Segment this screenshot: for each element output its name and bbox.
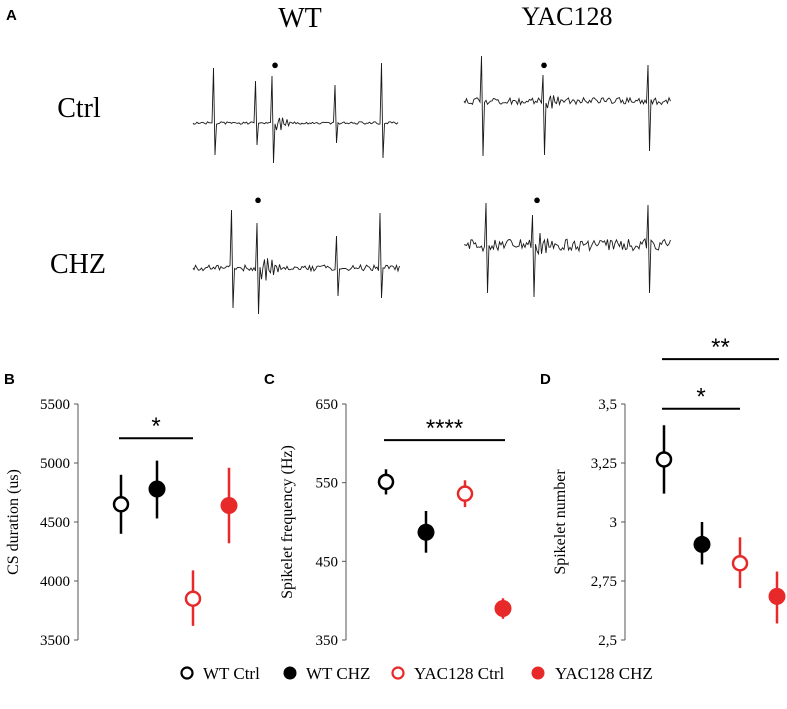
complex-spike-marker-yac128-ctrl: ● — [540, 57, 548, 72]
chart-spikelet-frequency: 350 450 550 650 Spikelet frequency (Hz) **** — [279, 397, 512, 649]
y-tick-label: 3 — [610, 515, 618, 531]
data-point-open-red — [731, 555, 749, 572]
y-tick-label: 4500 — [40, 515, 70, 531]
row-label-ctrl: Ctrl — [57, 93, 101, 124]
data-point-open-red — [184, 590, 202, 607]
chart-cs-duration: 3500 4000 4500 5000 5500 CS duration (us) * — [5, 397, 238, 649]
y-axis-label: Spikelet frequency (Hz) — [279, 445, 296, 599]
y-tick-label: 2,5 — [598, 633, 617, 649]
data-point-filled-black — [417, 523, 435, 541]
complex-spike-marker-yac128-chz: ● — [533, 192, 541, 207]
legend-marker-yac128-chz — [531, 666, 545, 680]
panel-c-letter: C — [264, 371, 275, 388]
legend-label-wt-chz: WT CHZ — [306, 664, 370, 683]
complex-spike-marker-wt-chz: ● — [254, 192, 262, 207]
y-tick-label: 350 — [316, 633, 339, 649]
data-point-open-black — [377, 473, 395, 491]
panel-b-letter: B — [4, 371, 15, 388]
y-tick-label: 650 — [316, 397, 339, 413]
legend-marker-wt-ctrl — [180, 666, 194, 680]
legend-marker-wt-chz — [283, 666, 297, 680]
y-tick-label: 3,5 — [598, 397, 617, 413]
y-tick-label: 450 — [316, 554, 339, 570]
legend-label-wt-ctrl: WT Ctrl — [203, 664, 260, 683]
trace-wt-chz — [192, 209, 400, 315]
significance-label: * — [696, 384, 705, 411]
significance-label: **** — [426, 415, 463, 442]
y-tick-label: 2,75 — [591, 574, 617, 590]
column-header-yac128: YAC128 — [521, 2, 612, 31]
data-point-filled-red — [220, 496, 238, 514]
trace-yac128-chz — [463, 202, 671, 298]
legend-label-yac128-ctrl: YAC128 Ctrl — [414, 664, 504, 683]
y-tick-label: 4000 — [40, 574, 70, 590]
row-label-chz: CHZ — [50, 249, 106, 280]
data-point-open-black — [655, 451, 673, 468]
y-tick-label: 5000 — [40, 456, 70, 472]
data-point-open-red — [456, 485, 474, 502]
legend-label-yac128-chz: YAC128 CHZ — [555, 664, 653, 683]
data-point-filled-red — [768, 587, 786, 605]
legend: WT Ctrl WT CHZ YAC128 Ctrl YAC128 CHZ — [180, 664, 653, 683]
panel-d-letter: D — [540, 371, 551, 388]
trace-yac128-ctrl — [463, 55, 671, 157]
y-tick-label: 5500 — [40, 397, 70, 413]
trace-wt-ctrl — [192, 62, 399, 164]
data-point-open-black — [112, 496, 130, 513]
significance-label: ** — [711, 334, 730, 361]
y-tick-label: 3,25 — [591, 456, 617, 472]
data-point-filled-black — [148, 480, 166, 498]
complex-spike-marker-wt-ctrl: ● — [271, 57, 279, 72]
panel-a-letter: A — [6, 7, 17, 24]
y-tick-label: 3500 — [40, 633, 70, 649]
y-tick-label: 550 — [316, 476, 339, 492]
legend-marker-yac128-ctrl — [391, 666, 405, 680]
y-axis-label: CS duration (us) — [5, 469, 22, 575]
data-point-filled-red — [494, 600, 512, 618]
chart-spikelet-number: 2,5 2,75 3 3,25 3,5 Spikelet number *** — [552, 334, 786, 649]
significance-label: * — [151, 413, 160, 440]
column-header-wt: WT — [278, 3, 322, 34]
y-axis-label: Spikelet number — [552, 469, 569, 575]
data-point-filled-black — [693, 535, 711, 553]
